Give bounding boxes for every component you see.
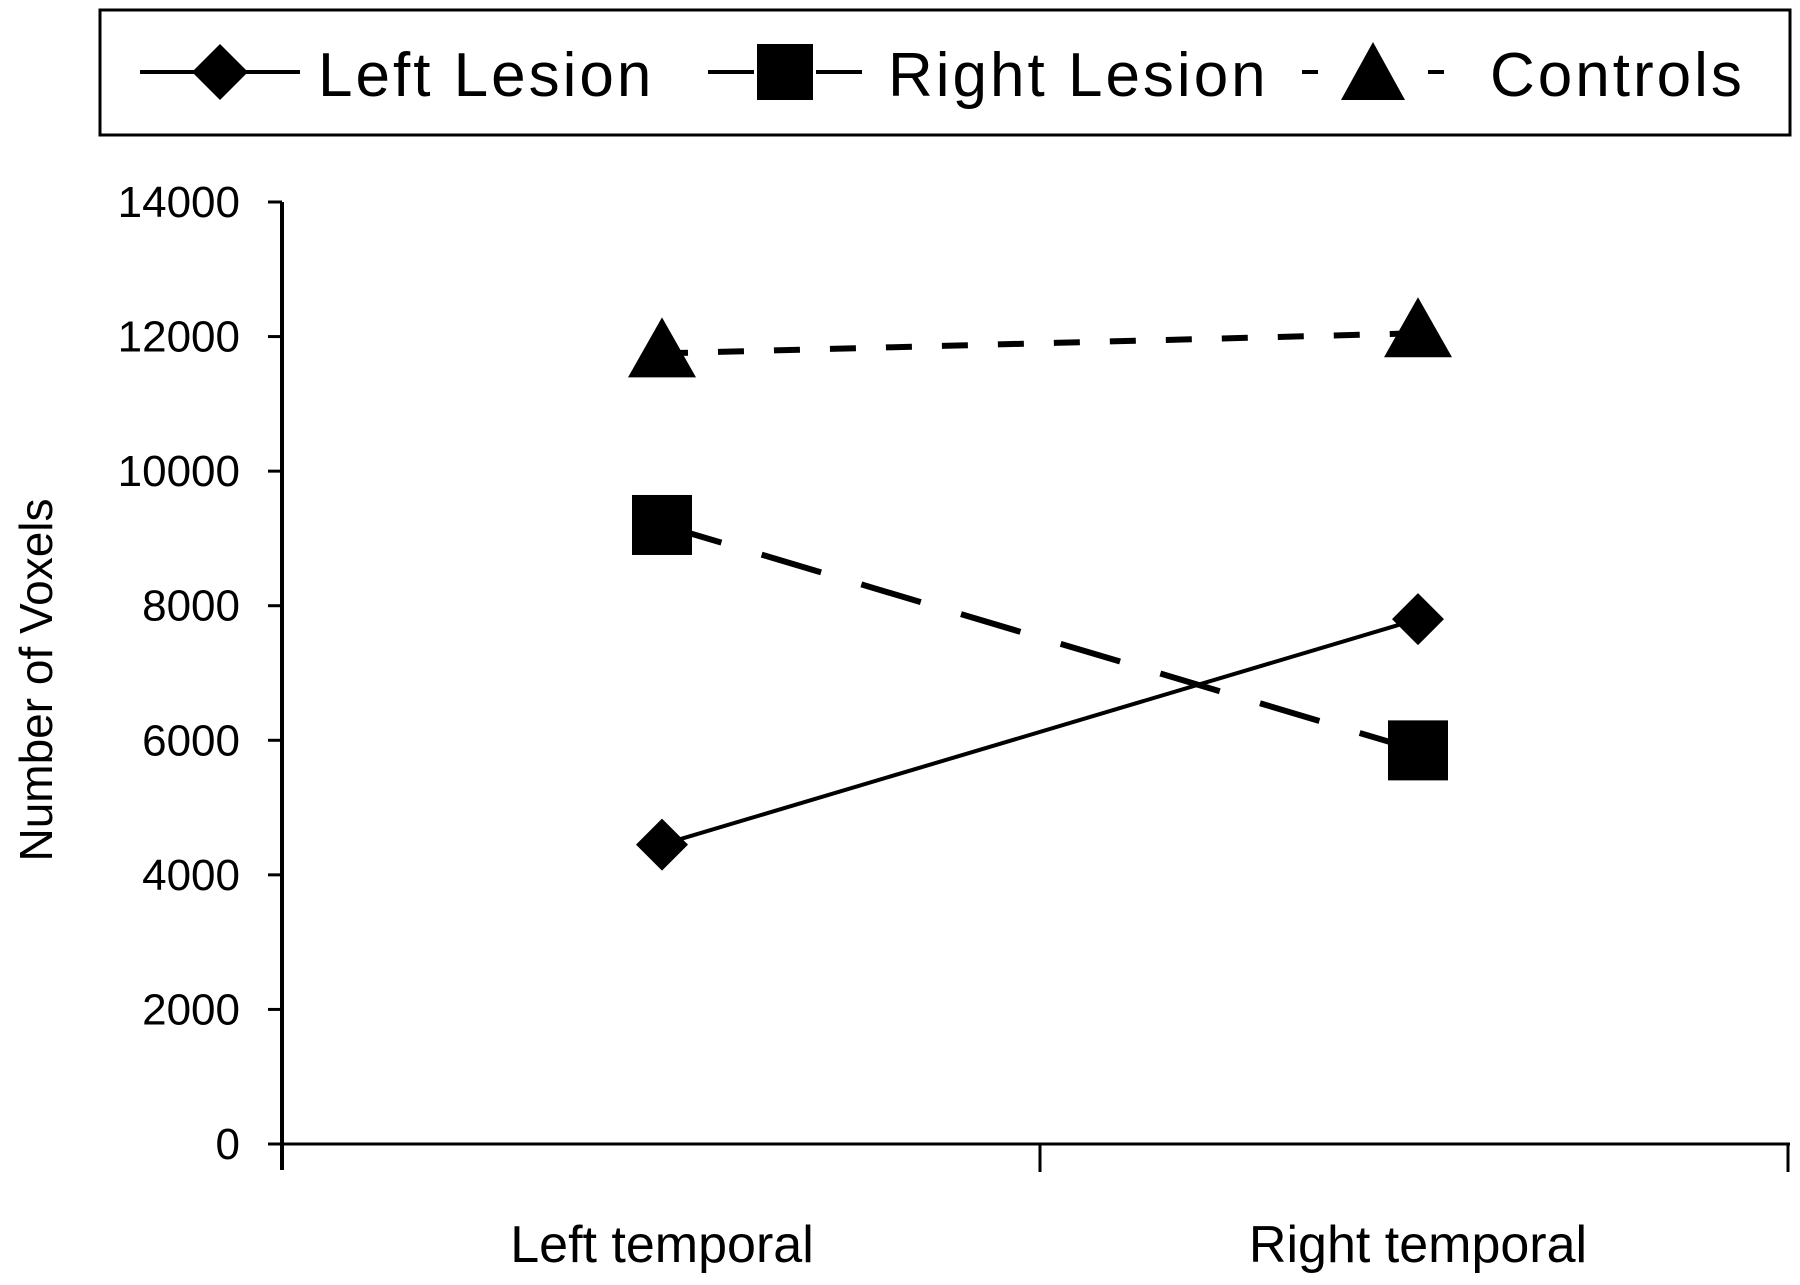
y-tick-label-4000: 4000 xyxy=(142,851,240,900)
series-lines xyxy=(661,330,1419,847)
legend-triangle-marker xyxy=(1341,42,1405,100)
series-markers xyxy=(628,297,1452,871)
data-point-2-1 xyxy=(1384,297,1452,358)
legend-label-controls: Controls xyxy=(1490,41,1745,110)
y-axis-label: Number of Voxels xyxy=(10,498,62,861)
data-point-2-0 xyxy=(628,317,696,378)
x-category-label-1: Right temporal xyxy=(1249,1216,1587,1274)
axes: 0 2000 4000 6000 8000 10000 12000 14000 Left tem… xyxy=(118,178,1790,1274)
legend-diamond-marker xyxy=(192,44,248,100)
legend-item-controls: Controls xyxy=(1302,41,1745,110)
legend-square-marker xyxy=(757,44,813,100)
y-tick-label-12000: 12000 xyxy=(118,313,240,362)
legend-box xyxy=(98,8,1792,137)
data-point-0-1 xyxy=(1392,593,1444,646)
legend-item-right-lesion: Right Lesion xyxy=(708,41,1269,110)
series-line-2 xyxy=(661,330,1419,357)
y-tick-label-8000: 8000 xyxy=(142,582,240,631)
legend-label-left-lesion: Left Lesion xyxy=(318,41,654,110)
series-line-0 xyxy=(661,617,1419,847)
data-point-1-1 xyxy=(1388,720,1448,781)
data-point-1-0 xyxy=(632,494,692,555)
y-tick-label-10000: 10000 xyxy=(118,447,240,496)
y-tick-label-2000: 2000 xyxy=(142,985,240,1034)
y-tick-label-6000: 6000 xyxy=(142,716,240,765)
legend-item-left-lesion: Left Lesion xyxy=(140,41,654,110)
legend-label-right-lesion: Right Lesion xyxy=(888,41,1269,110)
series-line-1 xyxy=(661,522,1419,754)
legend: Left Lesion Right Lesion Controls xyxy=(98,8,1792,137)
y-tick-label-0: 0 xyxy=(216,1120,240,1169)
data-point-0-0 xyxy=(636,818,688,871)
x-category-label-0: Left temporal xyxy=(510,1216,814,1274)
y-tick-label-14000: 14000 xyxy=(118,178,240,227)
